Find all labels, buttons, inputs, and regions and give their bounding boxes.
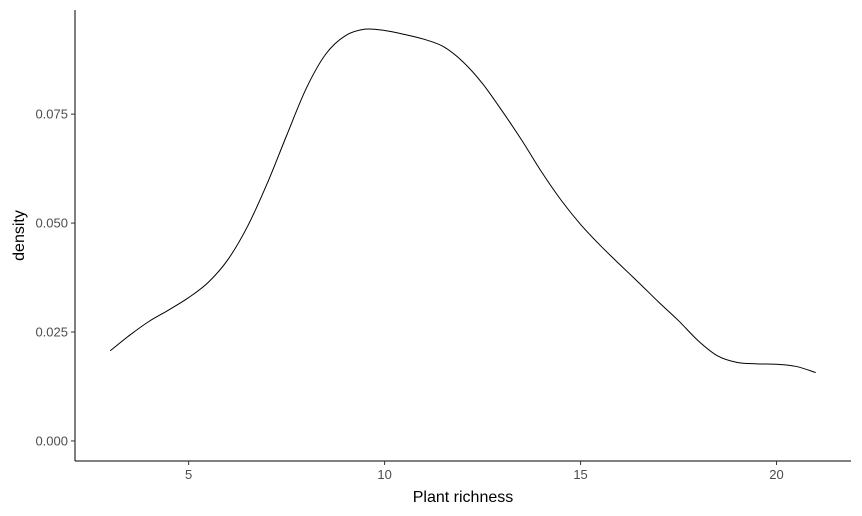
x-axis: 5 10 15 20 <box>75 460 851 482</box>
y-ticks: 0.000 0.025 0.050 0.075 <box>35 107 75 448</box>
x-tick-label: 5 <box>185 467 192 482</box>
x-tick-label: 20 <box>769 467 783 482</box>
y-tick-label: 0.025 <box>35 325 68 340</box>
x-tick-label: 10 <box>377 467 391 482</box>
y-tick-label: 0.075 <box>35 107 68 122</box>
x-axis-title: Plant richness <box>413 489 514 506</box>
y-axis-title: density <box>11 210 28 261</box>
x-ticks: 5 10 15 20 <box>185 461 784 482</box>
y-tick-label: 0.050 <box>35 216 68 231</box>
y-axis: 0.000 0.025 0.050 0.075 <box>35 10 76 461</box>
density-curve <box>109 28 816 374</box>
series-layer <box>109 28 816 374</box>
y-tick-label: 0.000 <box>35 433 68 448</box>
x-tick-label: 15 <box>573 467 587 482</box>
